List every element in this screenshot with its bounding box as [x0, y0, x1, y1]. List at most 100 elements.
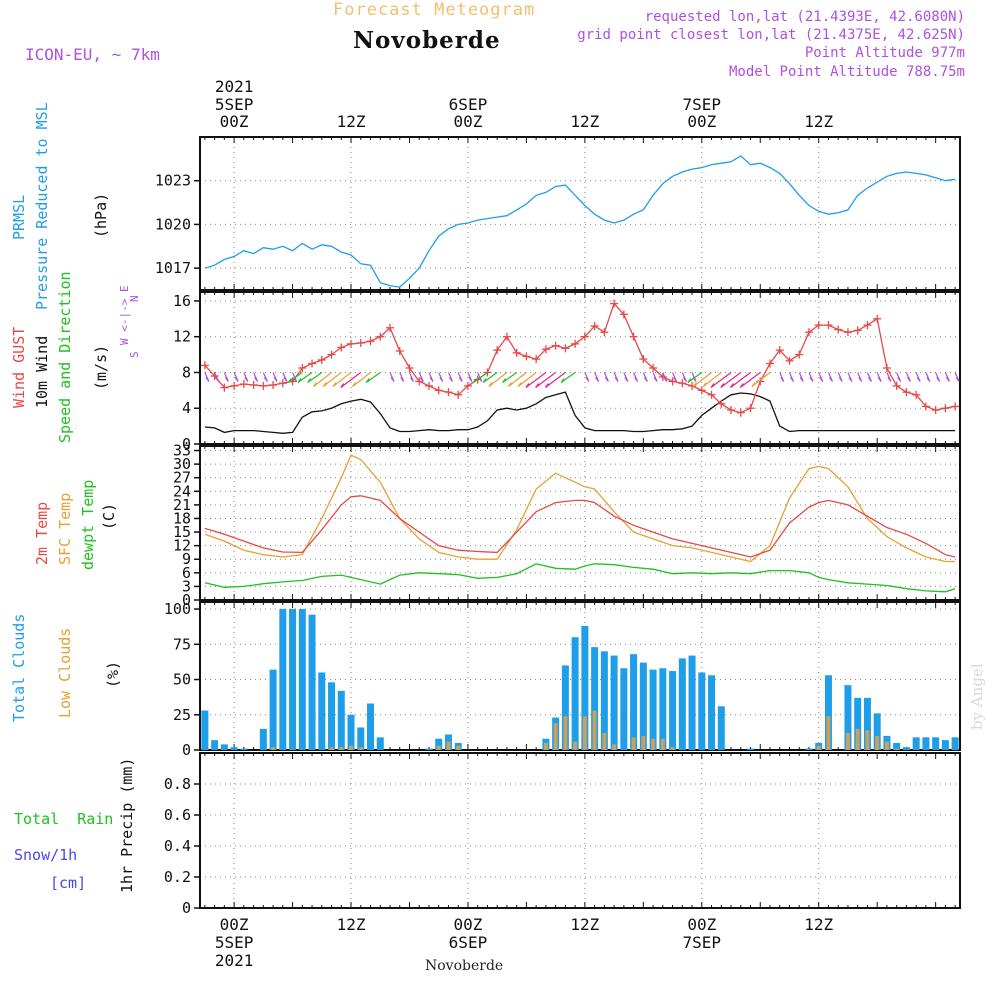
wind-arrow — [205, 377, 210, 382]
wind-arrow — [926, 377, 931, 382]
compass-label: W <-|-> E — [118, 285, 131, 345]
wind-arrow — [215, 377, 220, 382]
wind-arrow — [604, 377, 609, 382]
total-cloud-bar — [902, 747, 910, 750]
wind-arrow — [693, 382, 698, 387]
y-tick-label: 0 — [182, 435, 191, 453]
low-cloud-bar — [884, 741, 889, 750]
wind-series-line — [204, 391, 956, 434]
wind-arrow — [916, 377, 921, 382]
y-tick-label: 15 — [173, 523, 191, 541]
total-cloud-bar — [289, 609, 297, 750]
total-cloud-bar — [600, 651, 608, 750]
wind-arrow — [287, 371, 303, 383]
total-cloud-bar — [201, 710, 209, 750]
wind-arrow — [283, 377, 288, 382]
bottom-axis-date: 7SEP — [683, 933, 722, 952]
wind-arrow — [224, 377, 229, 382]
wind-arrow — [525, 383, 530, 388]
bottom-axis-time: 00Z — [220, 915, 249, 934]
wind-arrow — [790, 377, 794, 382]
wind-arrow — [332, 382, 337, 387]
total-cloud-bar — [717, 706, 725, 750]
gust-label: Wind GUST — [10, 326, 28, 408]
total-cloud-bar — [571, 637, 579, 750]
wind-arrow — [906, 377, 911, 382]
y-tick-label: 18 — [173, 509, 191, 527]
total-cloud-bar — [230, 747, 238, 750]
low-cloud-bar — [845, 733, 850, 750]
wind-arrow — [535, 383, 540, 388]
wind-arrow — [439, 377, 444, 382]
wind-arrow — [517, 371, 537, 387]
top-axis-date: 5SEP — [215, 95, 254, 114]
wind-arrow — [687, 371, 703, 383]
wind-arrow — [693, 371, 712, 387]
low-cloud-bar — [456, 745, 461, 750]
top-axis-time: 00Z — [687, 112, 716, 131]
bottom-axis-year: 2021 — [215, 951, 254, 970]
wind-arrow — [340, 371, 362, 388]
total-cloud-bar — [259, 728, 267, 750]
total-cloud-bar — [240, 748, 248, 750]
y-tick-label: 9 — [182, 550, 191, 568]
total-cloud-bar — [561, 665, 569, 750]
y-tick-label: 50 — [173, 671, 191, 689]
total-cloud-bar — [357, 727, 365, 750]
temp2m-series-line — [204, 495, 956, 558]
bottom-axis-time: 12Z — [570, 915, 599, 934]
top-axis-time: 12Z — [337, 112, 366, 131]
total-cloud-bar — [912, 737, 920, 750]
wind-arrow — [273, 377, 278, 382]
y-tick-label: 1020 — [155, 215, 191, 233]
low-cloud-bar — [349, 745, 354, 750]
wind-arrow — [234, 377, 239, 382]
wind-arrow — [838, 377, 843, 382]
wind-arrow — [419, 377, 424, 382]
wind-arrow — [307, 378, 312, 383]
total-cloud-bar — [639, 662, 647, 750]
y-tick-label: 1017 — [155, 259, 191, 277]
y-tick-label: 30 — [173, 455, 191, 473]
y-tick-label: 12 — [173, 537, 191, 555]
total-cloud-bar — [863, 697, 871, 750]
y-tick-label: 0 — [182, 899, 191, 917]
wind-arrow — [614, 377, 619, 382]
total-cloud-bar — [669, 671, 677, 750]
wind-arrow — [340, 383, 345, 388]
total-cloud-bar — [747, 748, 755, 750]
wind-arrow — [877, 377, 882, 382]
y-tick-label: 27 — [173, 469, 191, 487]
bottom-axis-time: 12Z — [804, 915, 833, 934]
wind-arrow — [560, 371, 576, 383]
total-cloud-bar — [941, 740, 949, 750]
total-cloud-bar — [318, 672, 326, 750]
low-cloud-bar — [612, 744, 617, 750]
y-tick-label: 33 — [173, 442, 191, 460]
pressure-label-1: PRMSL — [10, 194, 28, 240]
snow-unit-label: [cm] — [50, 874, 87, 892]
low-cloud-bar — [826, 716, 831, 750]
wind-arrow — [545, 371, 566, 388]
wind-arrow — [828, 377, 833, 382]
wind-arrow — [560, 378, 565, 383]
wind-unit: (m/s) — [92, 344, 110, 390]
total-cloud-bar — [688, 655, 696, 750]
y-tick-label: 0.4 — [164, 837, 191, 855]
wind-arrow — [702, 371, 722, 387]
wind-arrow — [468, 377, 473, 382]
y-tick-label: 8 — [182, 363, 191, 381]
wind-arrow — [751, 371, 771, 387]
low-cloud-bar — [271, 747, 276, 750]
low-cloud-bar — [651, 738, 656, 750]
wind-arrow — [780, 377, 785, 382]
wind-arrow — [482, 371, 498, 383]
wind-arrow — [507, 382, 512, 387]
low-cloud-bar — [553, 723, 558, 750]
wind-arrow — [936, 377, 941, 382]
wind-arrow — [544, 383, 549, 388]
total-cloud-bar — [298, 609, 306, 750]
wind-arrow — [955, 377, 960, 382]
total-cloud-bar — [581, 625, 589, 750]
